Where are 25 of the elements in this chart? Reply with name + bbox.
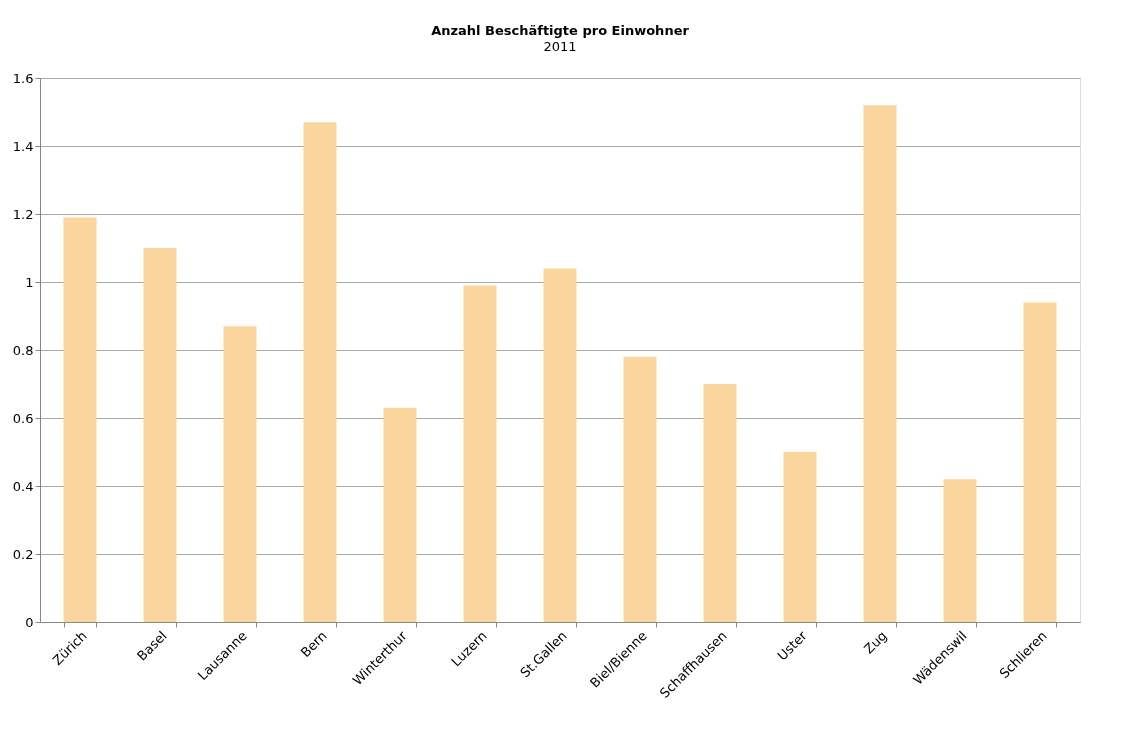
bar bbox=[863, 105, 897, 622]
bar bbox=[543, 268, 577, 622]
y-tick-label: 0.4 bbox=[12, 478, 34, 494]
bar bbox=[623, 356, 657, 622]
chart-subtitle: 2011 bbox=[543, 39, 577, 54]
bar bbox=[463, 285, 497, 622]
y-tick-label: 1 bbox=[25, 274, 34, 290]
x-tick-label: Zug bbox=[861, 628, 890, 657]
bar bbox=[943, 479, 977, 622]
y-tick-label: 0.2 bbox=[12, 546, 34, 562]
bar bbox=[383, 407, 417, 622]
y-tick-label: 0.6 bbox=[12, 410, 34, 426]
y-tick-label: 1.6 bbox=[12, 70, 34, 86]
bar bbox=[783, 452, 817, 622]
y-tick-label: 1.2 bbox=[12, 206, 34, 222]
bar bbox=[303, 122, 337, 622]
chart-title: Anzahl Beschäftigte pro Einwohner bbox=[431, 23, 690, 38]
bar bbox=[223, 326, 257, 622]
bar bbox=[143, 248, 177, 622]
y-tick-label: 0 bbox=[25, 614, 34, 630]
bar bbox=[1023, 302, 1057, 622]
bar bbox=[703, 384, 737, 622]
bar bbox=[63, 217, 97, 622]
y-tick-label: 1.4 bbox=[12, 138, 34, 154]
y-tick-label: 0.8 bbox=[12, 342, 34, 358]
